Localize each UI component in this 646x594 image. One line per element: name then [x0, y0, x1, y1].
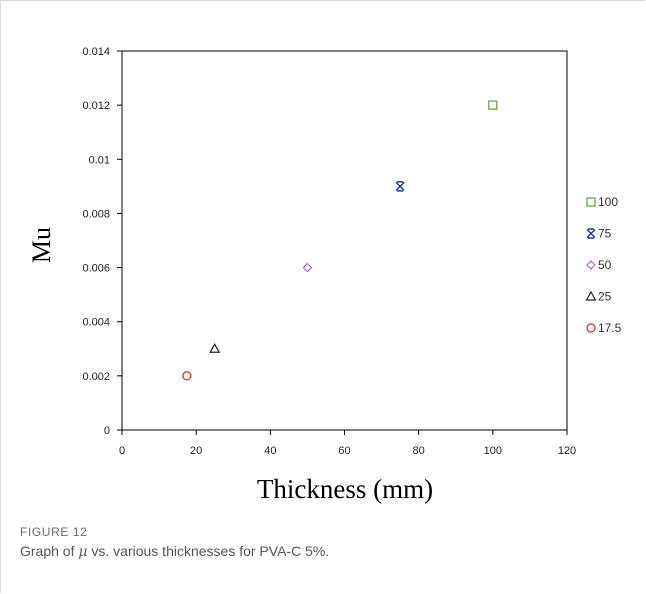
data-point-17-5 — [182, 371, 192, 381]
x-axis: 0 20 40 60 80 100 120 — [119, 430, 576, 457]
data-points — [182, 100, 498, 381]
data-point-50 — [302, 262, 313, 273]
y-tick-label: 0 — [104, 425, 110, 437]
legend-marker-50 — [586, 260, 596, 270]
figure-caption: Graph of μ vs. various thicknesses for P… — [20, 543, 329, 560]
y-tick-label: 0.004 — [82, 317, 110, 329]
data-point-100 — [488, 100, 498, 110]
data-point-25 — [209, 343, 221, 353]
legend-label-25: 25 — [598, 290, 612, 304]
x-tick-label: 40 — [264, 445, 276, 457]
y-tick-label: 0.008 — [82, 208, 110, 220]
y-axis: 0 0.002 0.004 0.006 0.008 0.01 0.012 0.014 — [82, 46, 122, 437]
y-tick-label: 0.014 — [82, 46, 110, 58]
legend-label-100: 100 — [598, 195, 618, 209]
legend-marker-75 — [586, 228, 596, 239]
legend-label-75: 75 — [598, 227, 612, 241]
x-tick-label: 60 — [338, 445, 350, 457]
legend-marker-100 — [586, 197, 596, 207]
caption-prefix: Graph of — [20, 543, 79, 559]
x-tick-label: 120 — [558, 445, 576, 457]
x-tick-label: 80 — [413, 445, 425, 457]
y-tick-label: 0.002 — [82, 371, 110, 383]
x-axis-title: Thickness (mm) — [257, 474, 433, 504]
data-point-75 — [395, 181, 405, 192]
legend-label-50: 50 — [598, 258, 612, 272]
y-tick-label: 0.012 — [82, 100, 110, 112]
legend-marker-25 — [585, 290, 597, 301]
caption-mu-symbol: μ — [78, 544, 88, 560]
figure-label: FIGURE 12 — [20, 525, 88, 539]
y-axis-title: Mu — [27, 227, 56, 263]
plot-area — [121, 50, 568, 431]
x-tick-label: 100 — [484, 445, 502, 457]
legend-label-17-5: 17.5 — [598, 321, 622, 335]
y-tick-label: 0.01 — [89, 154, 110, 166]
y-tick-label: 0.006 — [82, 263, 110, 275]
legend-marker-17-5 — [586, 323, 596, 333]
x-tick-label: 0 — [119, 445, 125, 457]
scatter-chart: 0 0.002 0.004 0.006 0.008 0.01 0.012 0.014 0 20 4… — [27, 46, 622, 504]
x-tick-label: 20 — [190, 445, 202, 457]
legend: 100 75 50 25 17.5 — [585, 195, 622, 335]
caption-suffix: vs. various thicknesses for PVA-C 5%. — [87, 543, 330, 559]
